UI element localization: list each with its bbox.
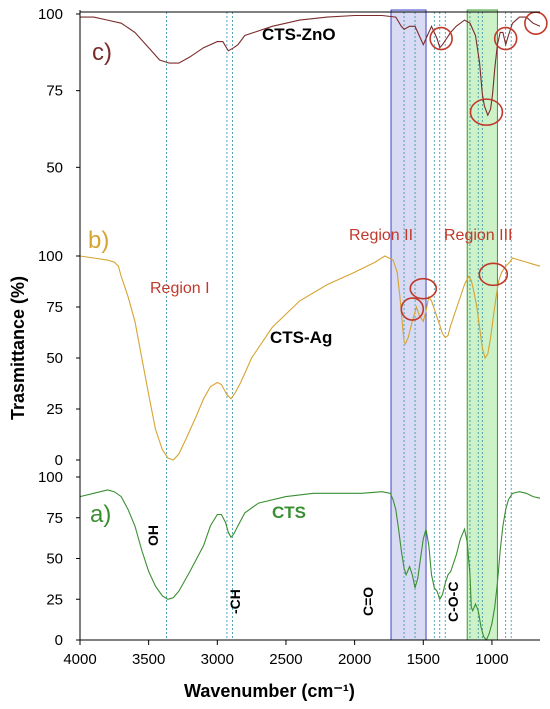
- y-tick-label-a-50: 50: [46, 551, 63, 568]
- region-1-label: Region I: [150, 280, 210, 297]
- highlight-regions: [390, 9, 498, 641]
- series-name-cts: CTS: [272, 503, 306, 522]
- region-3-label: Region III: [444, 227, 512, 244]
- band-label-co: C=O: [360, 587, 376, 616]
- band-label-coc: C-O-C: [445, 582, 461, 622]
- y-axis-title: Trasmittance (%): [8, 276, 28, 420]
- peak-marker-6: [478, 262, 509, 287]
- spectrum-b: [79, 255, 541, 461]
- band-label-ch: -CH: [227, 589, 243, 614]
- x-tick-label-2000: 2000: [338, 651, 371, 668]
- x-tick-label-3000: 3000: [201, 651, 234, 668]
- spectrum-c: [80, 14, 541, 117]
- peak-marker-5: [409, 277, 438, 300]
- y-tick-label-b-75: 75: [46, 299, 63, 316]
- y-tick-label-b-25: 25: [46, 401, 63, 418]
- guide-lines: [166, 12, 512, 640]
- series-name-cts-zno: CTS-ZnO: [262, 25, 336, 44]
- peak-marker-2: [493, 26, 518, 51]
- y-tick-label-b-0: 0: [55, 452, 63, 469]
- y-tick-label-c-75: 75: [46, 83, 63, 100]
- band-label-oh: OH: [145, 525, 161, 546]
- x-tick-label-1500: 1500: [407, 651, 440, 668]
- y-tick-label-c-100: 100: [38, 6, 63, 23]
- x-tick-label-2500: 2500: [269, 651, 302, 668]
- y-tick-label-a-25: 25: [46, 591, 63, 608]
- x-tick-label-1000: 1000: [475, 651, 508, 668]
- y-tick-label-a-100: 100: [38, 469, 63, 486]
- peak-marker-4: [400, 297, 425, 321]
- x-axis-title: Wavenumber (cm⁻¹): [184, 681, 355, 701]
- y-tick-label-a-0: 0: [55, 632, 63, 649]
- region-2-band: [390, 9, 427, 641]
- y-tick-label-b-100: 100: [38, 248, 63, 265]
- axes: 4000 3500 3000 2500 2000 1500 1000100755010075…: [38, 6, 540, 668]
- peak-markers: [400, 11, 548, 321]
- panel-label-c: c): [92, 39, 112, 66]
- peak-marker-3: [524, 11, 548, 36]
- peak-marker-0: [429, 26, 453, 51]
- region-2-label: Region II: [349, 227, 413, 244]
- y-tick-label-b-50: 50: [46, 350, 63, 367]
- x-tick-label-3500: 3500: [132, 651, 165, 668]
- y-tick-label-a-75: 75: [46, 510, 63, 527]
- panel-label-a: a): [90, 501, 111, 528]
- series-name-cts-ag: CTS-Ag: [270, 328, 332, 347]
- panel-label-b: b): [88, 227, 109, 254]
- x-tick-label-4000: 4000: [63, 651, 96, 668]
- y-tick-label-c-50: 50: [46, 159, 63, 176]
- peak-marker-1: [469, 98, 504, 126]
